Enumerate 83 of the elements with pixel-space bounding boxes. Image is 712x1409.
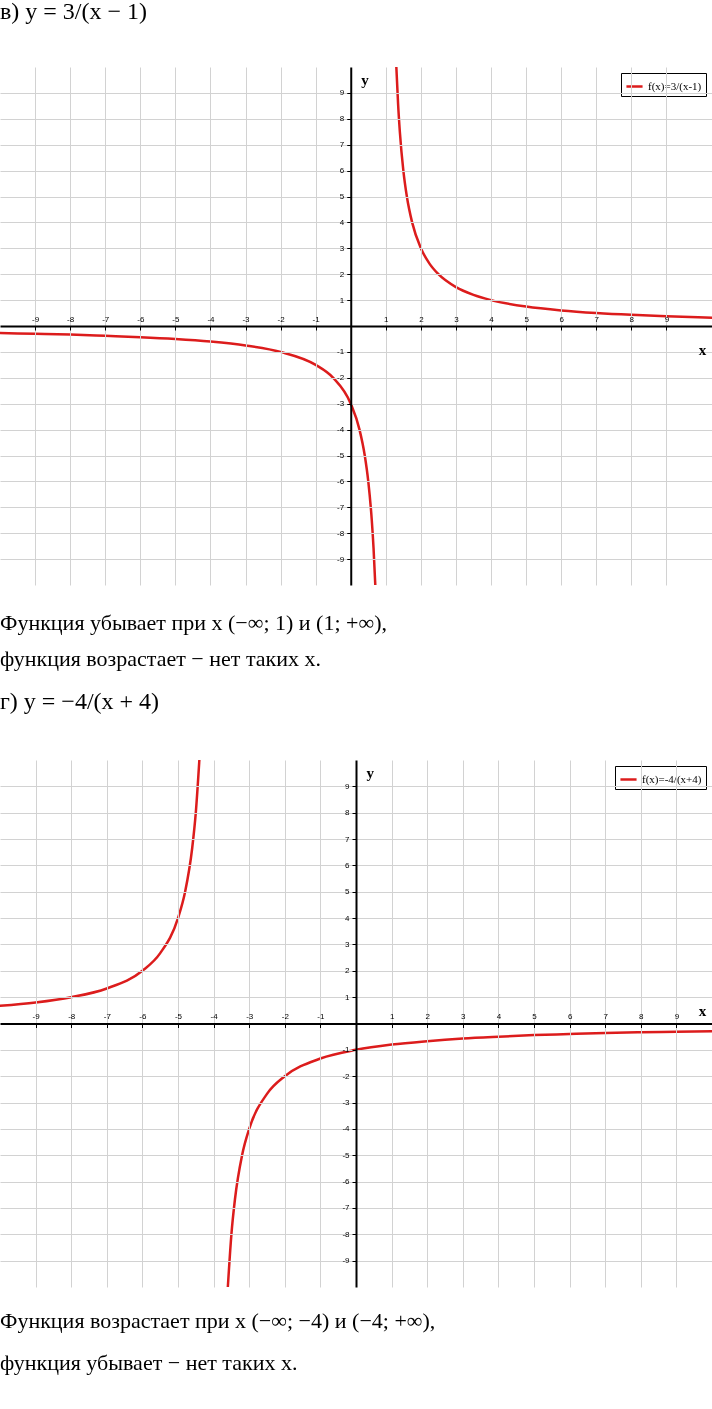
x-tick-label: 8 [629,314,635,324]
y-tick-label: 2 [345,966,351,976]
y-tick-label: -4 [337,425,345,435]
y-tick-label: -9 [337,554,345,564]
x-tick-label: -6 [137,314,145,324]
x-tick-label: 8 [639,1012,645,1021]
y-tick-label: 6 [339,166,345,176]
y-tick-label: -3 [342,1098,351,1108]
x-axis-title: x [698,341,707,358]
x-tick-label: 3 [461,1012,467,1021]
x-tick-label: 2 [419,314,425,324]
text: Функция убывает при x (−∞; 1) и (1; +∞), [0,610,387,635]
x-tick-label: -4 [207,314,216,324]
y-tick-label: 3 [345,939,351,949]
text: функция возрастает − нет таких x. [0,646,321,671]
x-tick-label: 4 [496,1012,502,1021]
y-tick-label: -7 [337,502,345,512]
x-tick-label: -7 [102,314,110,324]
x-tick-label: 5 [524,314,530,324]
y-tick-label: 9 [339,88,345,98]
y-tick-label: -2 [337,373,345,383]
x-tick-label: 4 [489,314,495,324]
x-tick-label: -8 [67,314,75,324]
x-tick-label: 9 [664,314,670,324]
x-tick-label: 3 [454,314,460,324]
y-tick-label: -7 [342,1203,351,1213]
x-tick-label: -1 [317,1012,325,1021]
x-tick-label: -3 [246,1012,254,1021]
y-tick-label: -8 [337,528,345,538]
y-tick-label: -5 [337,451,345,460]
y-tick-label: -3 [337,399,345,409]
x-tick-label: -7 [103,1012,112,1021]
x-tick-label: -3 [242,314,251,324]
x-tick-label: -2 [277,314,286,324]
text: функция убывает − нет таких x. [0,1350,298,1375]
y-tick-label: -1 [337,347,345,357]
y-tick-label: -8 [342,1229,351,1239]
y-tick-label: -9 [342,1256,351,1266]
y-tick-label: 1 [339,295,345,305]
x-tick-label: 6 [559,314,565,324]
y-tick-label: 5 [345,887,351,897]
y-tick-label: 8 [339,114,345,124]
x-tick-label: -5 [172,314,180,324]
x-tick-label: 7 [603,1012,609,1021]
x-tick-label: -9 [32,1012,41,1021]
y-tick-label: 9 [345,781,351,791]
x-tick-label: 1 [389,1012,395,1021]
x-tick-label: -9 [32,314,40,324]
legend-label: f(x)=-4/(x+4) [642,772,702,786]
chart-title: в) y = 3/(x − 1) [0,0,148,24]
x-tick-label: 1 [384,314,390,324]
y-tick-label: -5 [342,1150,351,1160]
x-tick-label: -1 [312,314,321,324]
x-tick-label: 6 [567,1012,573,1021]
chart-title: г) y = −4/(x + 4) [0,688,160,714]
y-tick-label: -6 [337,476,345,486]
x-tick-label: -2 [281,1012,290,1021]
y-tick-label: 6 [345,860,351,870]
x-tick-label: 9 [674,1012,680,1021]
y-tick-label: -4 [342,1124,351,1134]
legend-label: f(x)=3/(x-1) [648,79,702,93]
text: Функция возрастает при x (−∞; −4) и (−4; +∞), [0,1308,436,1333]
x-tick-label: 7 [594,314,600,324]
y-tick-label: -2 [342,1071,351,1081]
x-tick-label: -8 [68,1012,76,1021]
y-tick-label: 4 [345,913,351,923]
y-axis-title: y [361,71,370,88]
y-tick-label: 3 [339,243,345,253]
x-tick-label: -6 [139,1012,147,1021]
x-axis-title: x [698,1003,707,1019]
y-tick-label: 7 [345,834,351,844]
x-tick-label: -5 [174,1012,183,1021]
x-tick-label: 2 [425,1012,431,1021]
y-tick-label: 7 [339,140,345,150]
y-tick-label: 1 [345,992,351,1002]
x-tick-label: 5 [532,1012,538,1021]
y-tick-label: 8 [345,808,351,818]
y-tick-label: 4 [339,217,345,227]
y-tick-label: -6 [342,1177,351,1187]
y-tick-label: 2 [339,269,345,279]
y-tick-label: 5 [339,192,345,201]
x-tick-label: -4 [210,1012,219,1021]
y-axis-title: y [366,764,375,781]
